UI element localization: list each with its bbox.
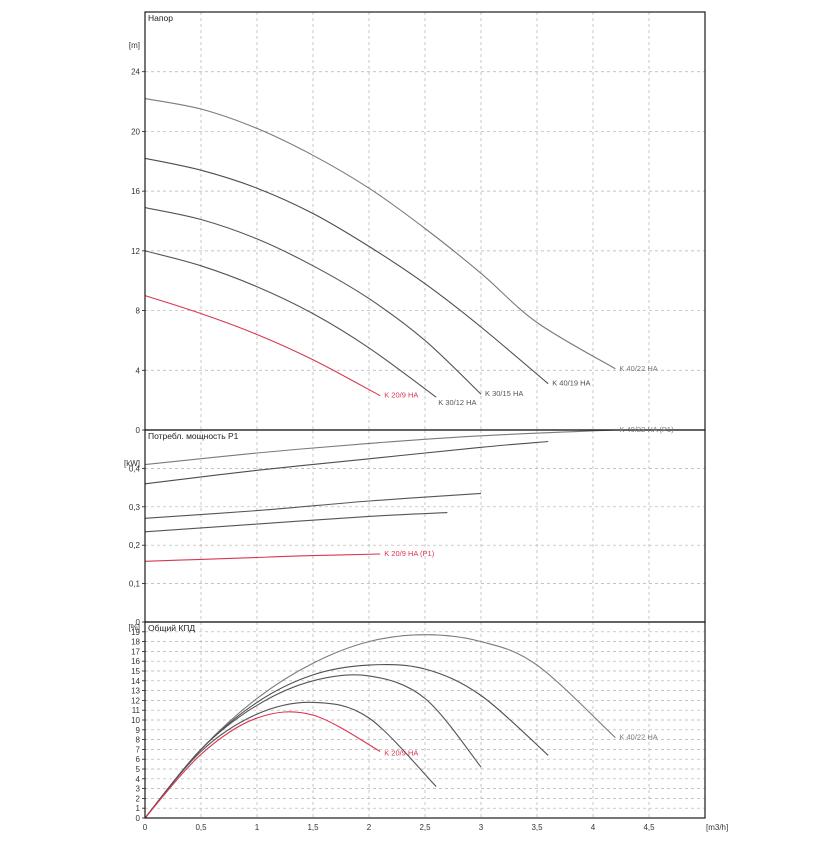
- series-line: [144, 207, 482, 395]
- x-tick-label: 4,5: [643, 823, 655, 832]
- y-tick-label: 3: [136, 785, 141, 794]
- y-tick-label: 16: [131, 187, 140, 196]
- y-unit-label: [m]: [129, 41, 140, 50]
- series-line: [144, 492, 482, 519]
- series-line: [144, 295, 381, 397]
- y-tick-label: 5: [136, 765, 141, 774]
- y-tick-label: 17: [131, 647, 140, 656]
- series-line: [144, 553, 381, 562]
- series-line: [144, 440, 549, 485]
- panel-title: Напор: [148, 13, 173, 23]
- x-tick-label: 1: [255, 823, 260, 832]
- series-label: K 20/9 HA: [384, 391, 418, 400]
- series-label: K 20/9 HA: [384, 748, 418, 757]
- series-label: K 20/9 HA (P1): [384, 549, 435, 558]
- y-tick-label: 9: [136, 726, 141, 735]
- y-tick-label: 6: [136, 755, 141, 764]
- y-tick-label: 12: [131, 247, 140, 256]
- grid-layer: [145, 12, 705, 818]
- y-tick-label: 0: [136, 814, 141, 823]
- x-tick-label: 0: [143, 823, 148, 832]
- curves-layer: [144, 98, 616, 819]
- y-tick-label: 8: [136, 307, 141, 316]
- y-tick-label: 2: [136, 794, 141, 803]
- series-label: K 40/19 HA: [552, 379, 590, 388]
- y-tick-label: 0,3: [129, 503, 141, 512]
- series-line: [144, 250, 437, 398]
- series-line: [144, 98, 616, 370]
- series-label: K 40/22 HA (P1): [619, 425, 674, 434]
- y-tick-label: 10: [131, 716, 140, 725]
- y-tick-label: 1: [136, 804, 141, 813]
- panel-title: Общий КПД: [148, 623, 195, 633]
- y-tick-label: 0: [136, 426, 141, 435]
- x-tick-label: 2,5: [419, 823, 431, 832]
- x-tick-label: 4: [591, 823, 596, 832]
- y-tick-label: 0,4: [129, 464, 141, 473]
- y-tick-label: 11: [132, 706, 141, 715]
- series-label: K 40/22 HA: [619, 364, 657, 373]
- panel-title: Потребл. мощность P1: [148, 431, 239, 441]
- x-tick-label: 2: [367, 823, 372, 832]
- y-unit-label: [kW]: [124, 459, 140, 468]
- x-tick-label: 3,5: [531, 823, 543, 832]
- series-line: [144, 512, 448, 533]
- series-line: [144, 701, 437, 819]
- y-tick-label: 4: [136, 775, 141, 784]
- y-tick-label: 15: [131, 667, 140, 676]
- series-line: [144, 674, 482, 819]
- series-line: [144, 157, 549, 385]
- y-tick-label: 16: [131, 657, 140, 666]
- y-tick-label: 8: [136, 736, 141, 745]
- y-tick-label: 0,2: [129, 541, 141, 550]
- x-tick-label: 1,5: [307, 823, 319, 832]
- series-line: [144, 711, 381, 819]
- y-tick-label: 0: [136, 618, 141, 627]
- series-label: K 30/15 HA: [485, 389, 523, 398]
- y-tick-label: 18: [131, 638, 140, 647]
- x-tick-label: 0,5: [195, 823, 207, 832]
- y-tick-label: 20: [131, 127, 140, 136]
- y-tick-label: 13: [131, 687, 140, 696]
- y-tick-label: 0,1: [129, 580, 141, 589]
- series-line: [144, 429, 616, 466]
- y-unit-label: [%]: [128, 623, 140, 632]
- y-tick-label: 14: [131, 677, 140, 686]
- series-label: K 40/22 HA: [619, 733, 657, 742]
- panel-frame: [144, 621, 706, 819]
- y-tick-label: 7: [136, 745, 141, 754]
- y-tick-label: 12: [131, 696, 140, 705]
- series-label: K 30/12 HA: [438, 398, 476, 407]
- x-tick-label: 3: [479, 823, 484, 832]
- y-tick-label: 4: [136, 366, 141, 375]
- frames-layer: [142, 11, 706, 819]
- y-tick-label: 24: [131, 68, 140, 77]
- y-tick-label: 19: [131, 628, 140, 637]
- x-unit-label: [m3/h]: [706, 823, 728, 832]
